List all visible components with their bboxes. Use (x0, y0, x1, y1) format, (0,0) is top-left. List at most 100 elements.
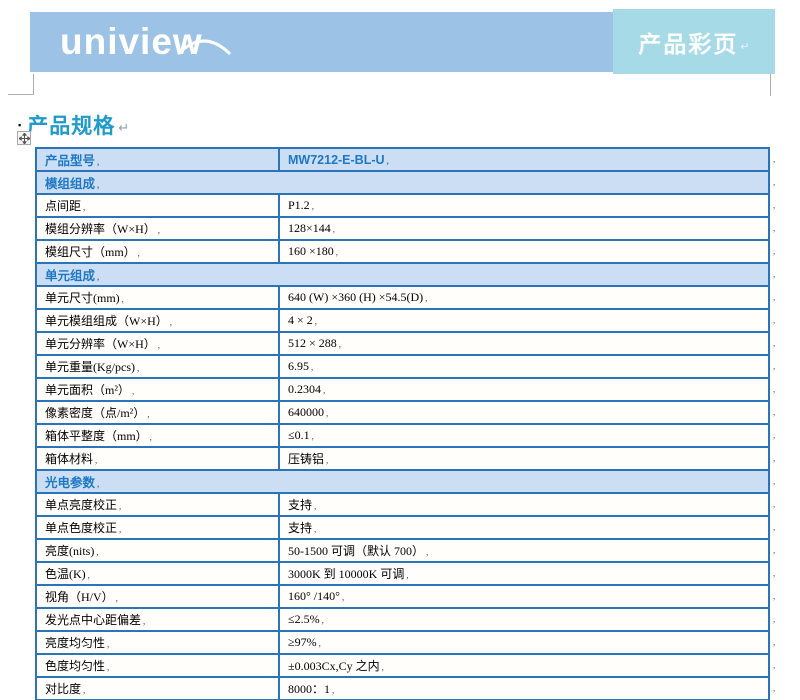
section-header-cell[interactable]: 单元组成, (35, 262, 770, 287)
spec-value-cell[interactable]: ≤2.5%, (278, 607, 770, 632)
spec-label-cell[interactable]: 单点亮度校正, (35, 492, 280, 517)
cell-text: 8000：1 (288, 682, 331, 696)
spec-value-cell[interactable]: 0.2304, (278, 377, 770, 402)
spec-value-cell[interactable]: 640000, (278, 400, 770, 425)
end-of-cell-mark: , (311, 362, 314, 372)
cell-text: 单点亮度校正 (45, 498, 118, 512)
spec-value-cell[interactable]: 8000：1, (278, 676, 770, 700)
end-of-row-mark: , (773, 636, 776, 647)
table-row: 箱体平整度（mm）, ≤0.1, (35, 423, 770, 448)
cell-text: 支持 (288, 498, 313, 512)
cell-text: 单元模组组成（W×H） (45, 314, 168, 328)
end-of-row-mark: , (773, 199, 776, 210)
spec-value-cell[interactable]: 支持, (278, 492, 770, 517)
table-row: 模组组成, (35, 170, 770, 195)
spec-value-cell[interactable]: 640 (W) ×360 (H) ×54.5(D), (278, 285, 770, 310)
spec-label-cell[interactable]: 亮度(nits), (35, 538, 280, 563)
end-of-cell-mark: , (169, 317, 173, 327)
end-of-cell-mark: , (335, 247, 339, 257)
end-of-cell-mark: , (323, 385, 326, 395)
paragraph-return-mark: ↵ (740, 41, 750, 53)
spec-value-cell[interactable]: MW7212-E-BL-U, (278, 147, 770, 172)
spec-value-cell[interactable]: 160° /140°, (278, 584, 770, 609)
spec-label-cell[interactable]: 色度均匀性, (35, 653, 280, 678)
table-row: 单元重量(Kg/pcs), 6.95, (35, 354, 770, 379)
table-row: 单点亮度校正, 支持, (35, 492, 770, 517)
end-of-cell-mark: , (326, 455, 329, 465)
spec-label-cell[interactable]: 对比度, (35, 676, 280, 700)
cell-text: 压铸铝 (288, 452, 325, 466)
end-of-row-mark: , (773, 406, 776, 417)
spec-label-cell[interactable]: 模组尺寸（mm）, (35, 239, 280, 264)
spec-label-cell[interactable]: 色温(K), (35, 561, 280, 586)
spec-value-cell[interactable]: ±0.003Cx,Cy 之内, (278, 653, 770, 678)
table-row: 单元模组组成（W×H）, 4 × 2, (35, 308, 770, 333)
end-of-cell-mark: , (314, 501, 317, 511)
spec-label-cell[interactable]: 像素密度（点/m²）, (35, 400, 280, 425)
end-of-cell-mark: , (338, 339, 342, 349)
spec-value-cell[interactable]: 160 ×180, (278, 239, 770, 264)
spec-value-cell[interactable]: ≥97%, (278, 630, 770, 655)
spec-value-cell[interactable]: 50-1500 可调（默认 700）, (278, 538, 770, 563)
table-row: 发光点中心距偏差, ≤2.5%, (35, 607, 770, 632)
end-of-row-mark: , (773, 659, 776, 670)
cell-text: 色温(K) (45, 567, 86, 581)
spec-value-cell[interactable]: 128×144, (278, 216, 770, 241)
spec-label-cell[interactable]: 单元模组组成（W×H）, (35, 308, 280, 333)
spec-value-cell[interactable]: P1.2, (278, 193, 770, 218)
cell-text: 单元面积（m²） (45, 383, 130, 397)
spec-value-cell[interactable]: 支持, (278, 515, 770, 540)
spec-label-cell[interactable]: 模组分辨率（W×H）, (35, 216, 280, 241)
end-of-row-mark: , (773, 245, 776, 256)
spec-value-cell[interactable]: 6.95, (278, 354, 770, 379)
table-row: 视角（H/V）, 160° /140°, (35, 584, 770, 609)
cell-text: 光电参数 (45, 476, 96, 490)
end-of-row-mark: , (773, 475, 776, 486)
spec-label-cell[interactable]: 发光点中心距偏差, (35, 607, 280, 632)
end-of-cell-mark: , (121, 294, 124, 304)
spec-value-cell[interactable]: 4 × 2, (278, 308, 770, 333)
end-of-cell-mark: , (83, 202, 86, 212)
spec-label-cell[interactable]: 产品型号, (35, 147, 280, 172)
end-of-cell-mark: , (143, 616, 146, 626)
spec-label-cell[interactable]: 单元尺寸(mm), (35, 285, 280, 310)
table-row: 亮度均匀性, ≥97%, (35, 630, 770, 655)
spec-label-cell[interactable]: 视角（H/V）, (35, 584, 280, 609)
end-of-cell-mark: , (314, 524, 317, 534)
section-header-cell[interactable]: 模组组成, (35, 170, 770, 195)
section-title-line[interactable]: ▪ 产品规格 ↵ (18, 110, 129, 140)
product-brochure-tag: 产品彩页 ↵ (613, 9, 775, 74)
spec-label-cell[interactable]: 单元分辨率（W×H）, (35, 331, 280, 356)
table-move-handle[interactable] (17, 131, 31, 145)
spec-value-cell[interactable]: 3000K 到 10000K 可调, (278, 561, 770, 586)
spec-value-cell[interactable]: ≤0.1, (278, 423, 770, 448)
spec-label-cell[interactable]: 箱体材料, (35, 446, 280, 471)
cell-text: 640000 (288, 405, 324, 419)
end-of-cell-mark: , (131, 386, 135, 396)
cell-text: 6.95 (288, 359, 309, 373)
end-of-row-mark: , (773, 383, 776, 394)
spec-value-cell[interactable]: 512 × 288, (278, 331, 770, 356)
text-boundary-mark-left (8, 94, 33, 95)
end-of-row-mark: , (773, 521, 776, 532)
cell-text: ±0.003Cx,Cy 之内 (288, 659, 380, 673)
table-row: 单点色度校正, 支持, (35, 515, 770, 540)
spec-value-cell[interactable]: 压铸铝, (278, 446, 770, 471)
spec-label-cell[interactable]: 单点色度校正, (35, 515, 280, 540)
end-of-cell-mark: , (97, 272, 100, 282)
end-of-row-mark: , (773, 544, 776, 555)
uniview-logo: uniview (60, 19, 231, 65)
table-row: 光电参数, (35, 469, 770, 494)
cell-text: 640 (W) ×360 (H) ×54.5(D) (288, 290, 424, 304)
spec-label-cell[interactable]: 亮度均匀性, (35, 630, 280, 655)
end-of-cell-mark: , (311, 431, 314, 441)
section-header-cell[interactable]: 光电参数, (35, 469, 770, 494)
logo-arc-icon (176, 21, 232, 55)
spec-label-cell[interactable]: 点间距, (35, 193, 280, 218)
spec-label-cell[interactable]: 单元面积（m²）, (35, 377, 280, 402)
spec-label-cell[interactable]: 单元重量(Kg/pcs), (35, 354, 280, 379)
spec-label-cell[interactable]: 箱体平整度（mm）, (35, 423, 280, 448)
list-bullet: ▪ (18, 119, 22, 130)
cell-text: 视角（H/V） (45, 590, 114, 604)
cell-text: 亮度均匀性 (45, 636, 106, 650)
